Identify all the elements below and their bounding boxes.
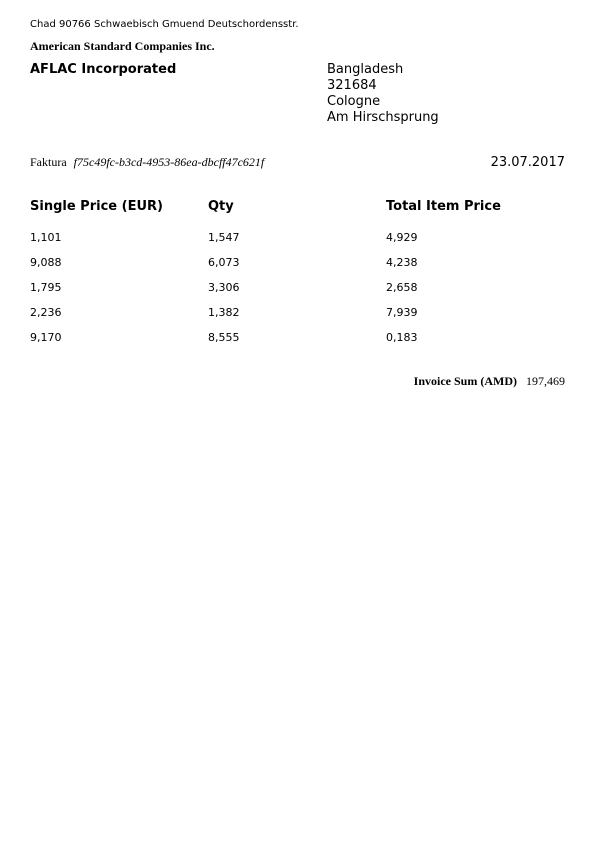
- total-item-price-cell: 7,939: [386, 306, 418, 319]
- qty-cell: 8,555: [208, 331, 240, 344]
- sender-company-name: American Standard Companies Inc.: [30, 39, 215, 53]
- header-single-price: Single Price (EUR): [30, 199, 163, 214]
- address-city: Cologne: [327, 94, 381, 109]
- table-row: 1,101 1,547 4,929: [0, 231, 595, 245]
- qty-cell: 1,547: [208, 231, 240, 244]
- total-item-price-cell: 2,658: [386, 281, 418, 294]
- qty-cell: 6,073: [208, 256, 240, 269]
- single-price-cell: 2,236: [30, 306, 62, 319]
- header-qty: Qty: [208, 199, 234, 214]
- address-street: Am Hirschsprung: [327, 110, 439, 125]
- single-price-cell: 1,101: [30, 231, 62, 244]
- invoice-sum-value: 197,469: [526, 374, 565, 388]
- qty-cell: 1,382: [208, 306, 240, 319]
- table-row: 1,795 3,306 2,658: [0, 281, 595, 295]
- header-total-item-price: Total Item Price: [386, 199, 501, 214]
- single-price-cell: 9,088: [30, 256, 62, 269]
- invoice-sum: Invoice Sum (AMD) 197,469: [414, 374, 565, 389]
- table-row: 2,236 1,382 7,939: [0, 306, 595, 320]
- total-item-price-cell: 0,183: [386, 331, 418, 344]
- table-row: 9,088 6,073 4,238: [0, 256, 595, 270]
- invoice-sum-label: Invoice Sum (AMD): [413, 374, 517, 388]
- invoice-date: 23.07.2017: [490, 155, 565, 170]
- table-row: 9,170 8,555 0,183: [0, 331, 595, 345]
- invoice-id: f75c49fc-b3cd-4953-86ea-dbcff47c621f: [73, 155, 265, 169]
- address-postal-code: 321684: [327, 78, 377, 93]
- total-item-price-cell: 4,238: [386, 256, 418, 269]
- single-price-cell: 9,170: [30, 331, 62, 344]
- single-price-cell: 1,795: [30, 281, 62, 294]
- recipient-address: Bangladesh 321684 Cologne Am Hirschsprun…: [327, 62, 439, 126]
- invoice-id-line: Faktura f75c49fc-b3cd-4953-86ea-dbcff47c…: [30, 155, 264, 170]
- invoice-label: Faktura: [30, 155, 67, 169]
- address-country: Bangladesh: [327, 62, 404, 77]
- qty-cell: 3,306: [208, 281, 240, 294]
- recipient-name: AFLAC Incorporated: [30, 62, 177, 77]
- sender-address-line: Chad 90766 Schwaebisch Gmuend Deutschord…: [30, 19, 299, 30]
- total-item-price-cell: 4,929: [386, 231, 418, 244]
